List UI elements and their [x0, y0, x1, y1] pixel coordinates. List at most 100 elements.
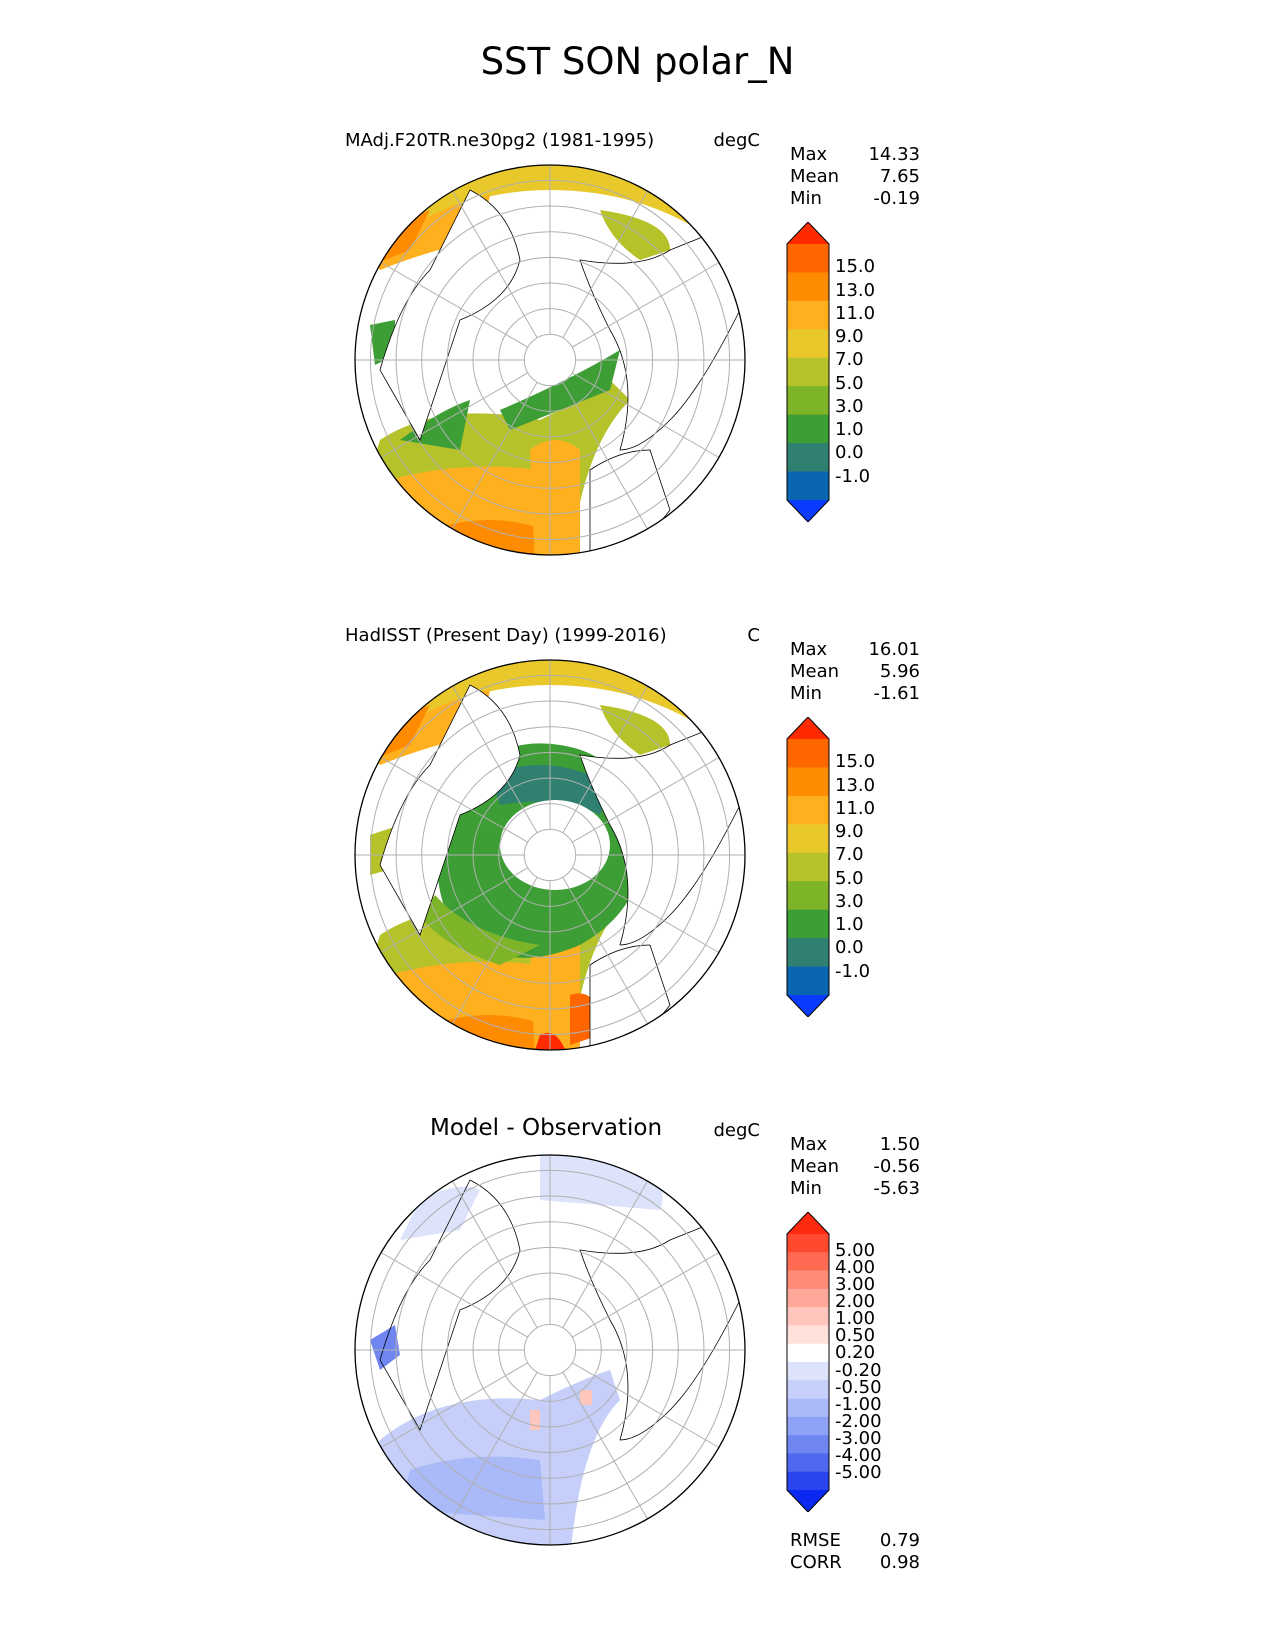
- sst-region: [530, 440, 580, 555]
- longitude-line: [571, 757, 720, 843]
- polar-map: [354, 659, 746, 1051]
- colorbar-swatch: [787, 357, 829, 387]
- colorbar-label: 1.00: [835, 1308, 876, 1330]
- colorbar-swatch: [787, 1362, 829, 1381]
- longitude-line: [380, 372, 529, 458]
- diff-region: [400, 1186, 480, 1240]
- colorbar-swatch: [787, 1453, 829, 1473]
- longitude-line: [571, 1252, 720, 1338]
- panel-title: MAdj.F20TR.ne30pg2 (1981-1995): [345, 130, 655, 151]
- colorbar-swatch: [787, 852, 829, 882]
- longitude-line: [571, 262, 720, 348]
- longitude-line: [562, 876, 648, 1025]
- colorbar-label: 5.0: [835, 867, 864, 889]
- colorbar-swatch: [787, 881, 829, 911]
- colorbar-label: 7.0: [835, 349, 864, 371]
- colorbar-label: 3.0: [835, 890, 864, 912]
- colorbar-swatch: [787, 1343, 829, 1363]
- panel-title: Model - Observation: [430, 1115, 663, 1141]
- longitude-line: [562, 1180, 648, 1329]
- stat-max: 14.33: [868, 144, 920, 165]
- colorbar-label: 0.0: [835, 937, 864, 959]
- colorbar-label: 3.00: [835, 1274, 876, 1296]
- colorbar-swatch: [787, 795, 829, 825]
- sst-region: [420, 520, 545, 555]
- colorbar-label: 9.0: [835, 821, 864, 843]
- stat-max-label: Max: [790, 144, 828, 165]
- stat-mean-label: Mean: [790, 166, 840, 187]
- longitude-line: [452, 381, 538, 530]
- colorbar-label: -0.20: [835, 1359, 882, 1381]
- graticule: [355, 660, 745, 1050]
- longitude-line: [571, 1362, 720, 1448]
- diff-region: [530, 1410, 540, 1430]
- colorbar-swatch: [787, 1270, 829, 1290]
- longitude-line: [571, 867, 720, 953]
- colorbar-label: 2.00: [835, 1291, 876, 1313]
- stat-max-label: Max: [790, 1134, 828, 1155]
- colorbar-label: -3.00: [835, 1427, 882, 1449]
- colorbar-swatch: [787, 1435, 829, 1454]
- diff-region: [400, 1456, 545, 1520]
- longitude-line: [452, 685, 538, 834]
- colorbar-swatch: [787, 500, 829, 522]
- colorbar-swatch: [787, 1398, 829, 1418]
- stats-box: Max 14.33 Mean 7.65 Min -0.19: [790, 144, 920, 210]
- colorbar-swatch: [787, 824, 829, 854]
- colorbar-swatch: [787, 1307, 829, 1326]
- colorbar-label: 3.0: [835, 395, 864, 417]
- stat-min: -1.61: [873, 683, 920, 704]
- colorbar-label: -0.50: [835, 1376, 882, 1398]
- stat-max: 16.01: [868, 639, 920, 660]
- colorbar-swatch: [787, 1252, 829, 1272]
- longitude-line: [452, 1180, 538, 1329]
- colorbar-swatch: [787, 1471, 829, 1491]
- colorbar-swatch: [787, 739, 829, 768]
- stat-max: 1.50: [879, 1134, 920, 1155]
- longitude-line: [562, 190, 648, 339]
- colorbar-label: 0.50: [835, 1325, 876, 1347]
- page-title: SST SON polar_N: [480, 40, 795, 83]
- colorbar-label: -5.00: [835, 1461, 882, 1483]
- colorbar-swatch: [787, 1234, 829, 1253]
- stat-min-label: Min: [790, 683, 822, 704]
- longitude-line: [452, 1371, 538, 1520]
- colorbar-swatch: [787, 1288, 829, 1308]
- stat-min-label: Min: [790, 188, 822, 209]
- stat-mean: 7.65: [879, 166, 920, 187]
- colorbar-label: 11.0: [835, 797, 876, 819]
- sst-region: [530, 935, 580, 1050]
- coastline: [379, 1179, 521, 1431]
- colorbar-swatch: [787, 938, 829, 968]
- rmse-value: 0.79: [879, 1530, 920, 1551]
- colorbar-swatch: [787, 443, 829, 473]
- longitude-line: [452, 876, 538, 1025]
- colorbar-label: 15.0: [835, 751, 876, 773]
- stat-mean: -0.56: [873, 1156, 920, 1177]
- colorbar-label: 4.00: [835, 1257, 876, 1279]
- colorbar-swatch: [787, 909, 829, 939]
- stat-mean-label: Mean: [790, 1156, 840, 1177]
- colorbar-label: -1.0: [835, 960, 871, 982]
- colorbar-swatch: [787, 300, 829, 330]
- longitude-line: [380, 1362, 529, 1448]
- colorbar: 15.0 13.0 11.0 9.0 7.0 5.0 3.0 1.0 0.0 -1.0: [785, 222, 935, 522]
- graticule: [355, 165, 745, 555]
- coastline: [579, 1219, 741, 1441]
- graticule: [355, 1155, 745, 1545]
- colorbar-label: 5.0: [835, 372, 864, 394]
- panel-title: HadISST (Present Day) (1999-2016): [345, 625, 667, 646]
- longitude-line: [380, 757, 529, 843]
- colorbar-label: 7.0: [835, 844, 864, 866]
- stats-box: Max 16.01 Mean 5.96 Min -1.61: [790, 639, 920, 705]
- sst-region: [600, 210, 670, 260]
- sst-region: [600, 705, 670, 755]
- colorbar-swatch: [787, 222, 829, 244]
- colorbar-swatch: [787, 329, 829, 359]
- colorbar-swatch: [787, 414, 829, 444]
- sst-region: [500, 350, 620, 430]
- stats-box: Max 1.50 Mean -0.56 Min -5.63: [790, 1134, 920, 1200]
- colorbar-label: -1.00: [835, 1393, 882, 1415]
- colorbar-label: 1.0: [835, 419, 864, 441]
- stat-min: -0.19: [873, 188, 920, 209]
